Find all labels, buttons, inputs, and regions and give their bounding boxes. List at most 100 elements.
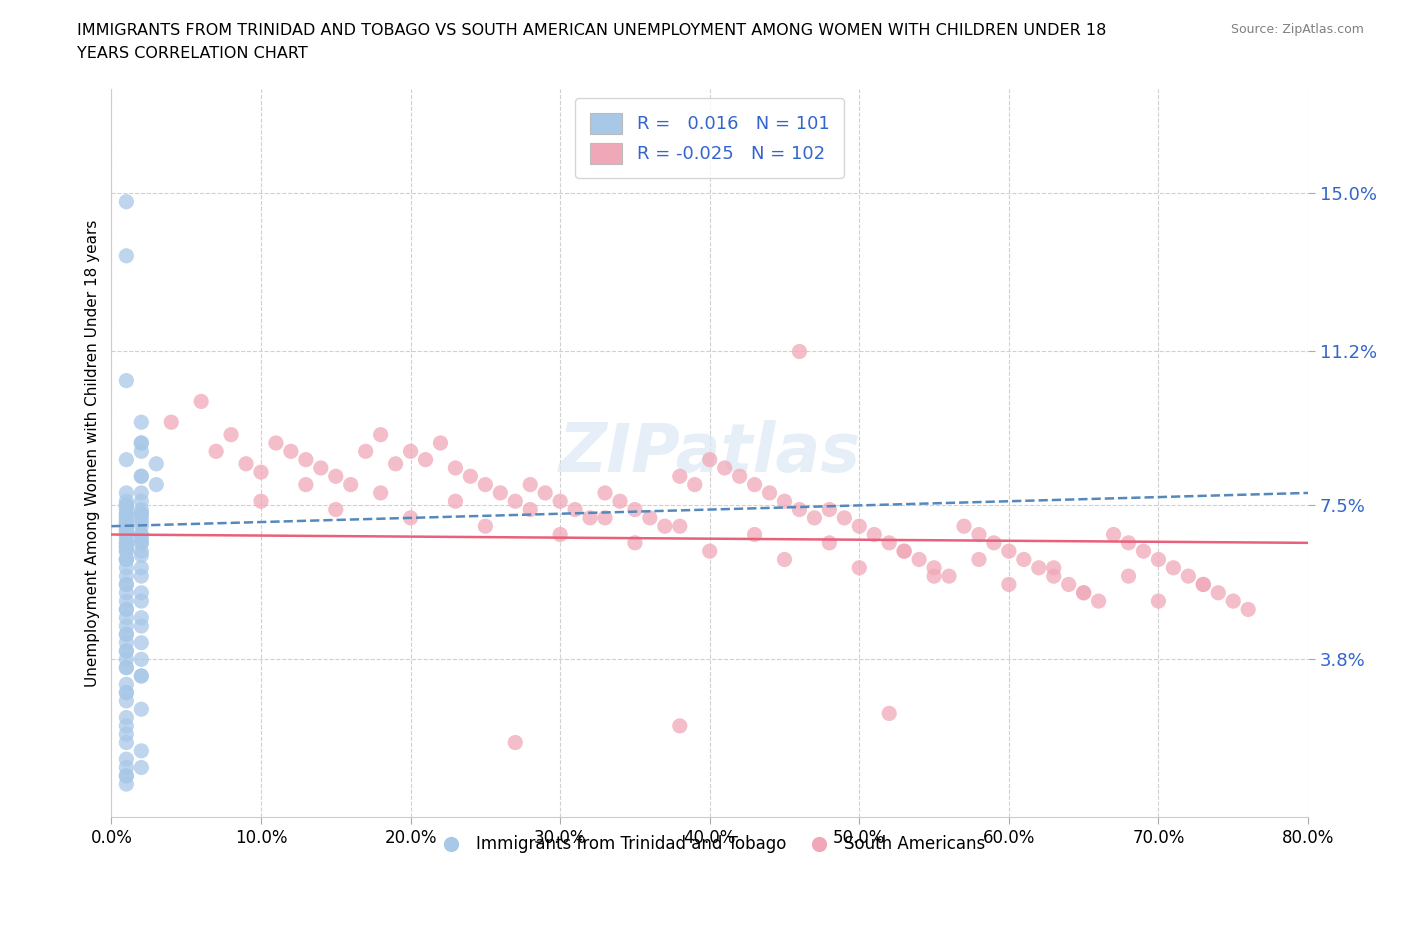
Point — [131, 561, 153, 576]
Point — [818, 502, 841, 517]
Point — [205, 444, 228, 458]
Point — [115, 536, 138, 551]
Point — [773, 552, 796, 567]
Point — [115, 527, 138, 542]
Point — [998, 577, 1021, 591]
Point — [967, 552, 990, 567]
Point — [1222, 593, 1244, 608]
Point — [115, 552, 138, 567]
Point — [115, 768, 138, 783]
Point — [264, 435, 287, 450]
Point — [668, 469, 690, 484]
Point — [325, 502, 347, 517]
Point — [131, 506, 153, 521]
Point — [131, 485, 153, 500]
Point — [654, 519, 676, 534]
Point — [131, 585, 153, 600]
Point — [131, 514, 153, 529]
Point — [115, 511, 138, 525]
Point — [115, 685, 138, 700]
Point — [115, 552, 138, 567]
Point — [998, 544, 1021, 559]
Point — [922, 568, 945, 583]
Point — [789, 344, 811, 359]
Point — [131, 531, 153, 546]
Point — [848, 519, 870, 534]
Point — [1073, 585, 1095, 600]
Point — [131, 618, 153, 633]
Point — [131, 415, 153, 430]
Point — [325, 469, 347, 484]
Point — [115, 514, 138, 529]
Point — [1118, 536, 1140, 551]
Point — [1206, 585, 1229, 600]
Point — [593, 485, 616, 500]
Point — [399, 444, 422, 458]
Point — [131, 702, 153, 717]
Point — [145, 457, 167, 472]
Point — [983, 536, 1005, 551]
Point — [115, 719, 138, 734]
Point — [115, 498, 138, 512]
Point — [744, 477, 766, 492]
Point — [384, 457, 406, 472]
Point — [115, 627, 138, 642]
Point — [250, 494, 273, 509]
Point — [728, 469, 751, 484]
Point — [1132, 544, 1154, 559]
Point — [548, 527, 571, 542]
Point — [1042, 568, 1064, 583]
Point — [115, 502, 138, 517]
Point — [295, 477, 318, 492]
Point — [699, 544, 721, 559]
Point — [131, 760, 153, 775]
Legend: Immigrants from Trinidad and Tobago, South Americans: Immigrants from Trinidad and Tobago, Sou… — [427, 829, 993, 860]
Point — [115, 544, 138, 559]
Point — [115, 768, 138, 783]
Point — [444, 494, 467, 509]
Point — [967, 527, 990, 542]
Point — [115, 523, 138, 538]
Point — [429, 435, 451, 450]
Point — [834, 511, 856, 525]
Point — [115, 194, 138, 209]
Point — [893, 544, 915, 559]
Point — [115, 498, 138, 512]
Point — [503, 735, 526, 750]
Text: Source: ZipAtlas.com: Source: ZipAtlas.com — [1230, 23, 1364, 36]
Point — [115, 644, 138, 658]
Point — [115, 485, 138, 500]
Point — [1192, 577, 1215, 591]
Point — [593, 511, 616, 525]
Point — [489, 485, 512, 500]
Point — [131, 527, 153, 542]
Point — [638, 511, 661, 525]
Point — [115, 685, 138, 700]
Point — [1042, 561, 1064, 576]
Point — [115, 618, 138, 633]
Point — [115, 568, 138, 583]
Point — [1102, 527, 1125, 542]
Point — [115, 644, 138, 658]
Point — [115, 660, 138, 675]
Point — [131, 536, 153, 551]
Point — [115, 506, 138, 521]
Point — [1163, 561, 1185, 576]
Point — [115, 452, 138, 467]
Text: ZIPatlas: ZIPatlas — [558, 420, 860, 486]
Point — [115, 539, 138, 554]
Point — [773, 494, 796, 509]
Point — [131, 502, 153, 517]
Point — [863, 527, 886, 542]
Point — [922, 561, 945, 576]
Point — [115, 751, 138, 766]
Point — [1147, 593, 1170, 608]
Point — [370, 427, 392, 442]
Point — [1057, 577, 1080, 591]
Y-axis label: Unemployment Among Women with Children Under 18 years: Unemployment Among Women with Children U… — [86, 219, 100, 687]
Point — [115, 552, 138, 567]
Point — [131, 435, 153, 450]
Point — [219, 427, 242, 442]
Point — [131, 635, 153, 650]
Point — [115, 694, 138, 709]
